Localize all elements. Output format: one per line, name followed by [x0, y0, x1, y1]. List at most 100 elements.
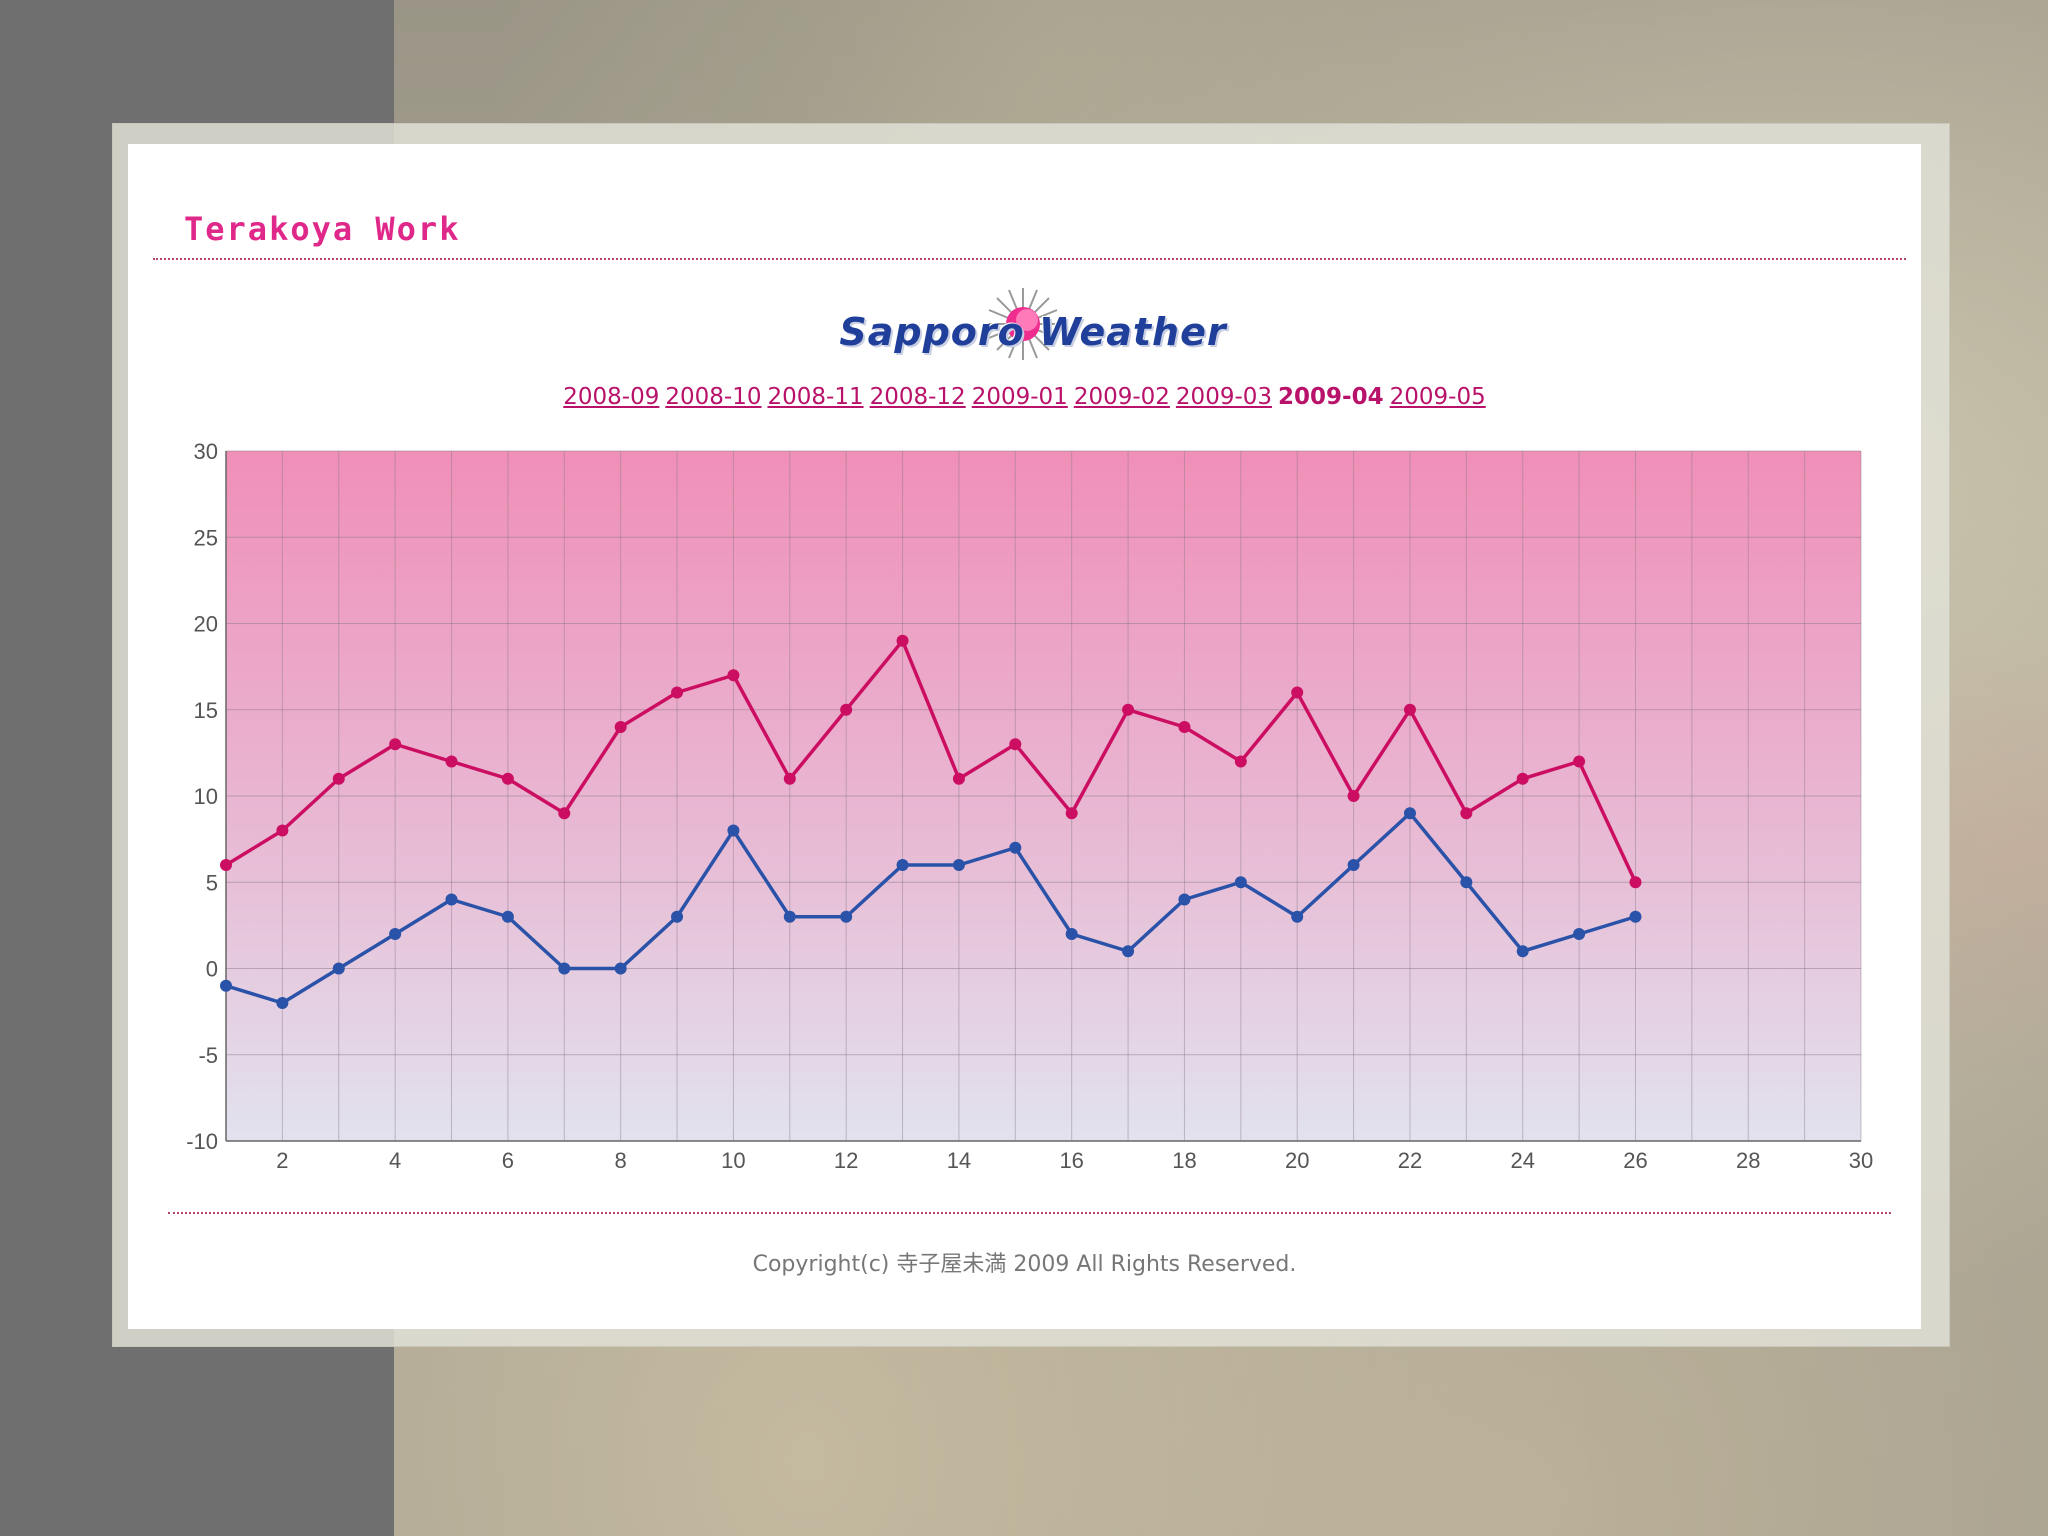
low-temperature-point — [558, 962, 571, 975]
high-temperature-point — [727, 669, 740, 682]
low-temperature-line — [225, 811, 1636, 1005]
low-temperature-point — [896, 859, 909, 871]
x-tick-label: 26 — [1623, 1148, 1647, 1173]
low-temperature-point — [332, 962, 345, 975]
high-temperature-point — [1122, 703, 1135, 716]
y-tick-label: -5 — [198, 1043, 218, 1068]
month-link-2009-02[interactable]: 2009-02 — [1073, 384, 1170, 410]
low-temperature-point — [501, 910, 514, 923]
y-tick-label: -10 — [186, 1129, 218, 1154]
x-tick-label: 24 — [1510, 1148, 1534, 1173]
month-link-2009-03[interactable]: 2009-03 — [1175, 384, 1273, 410]
month-link-2009-01[interactable]: 2009-01 — [971, 384, 1068, 410]
high-temperature-point — [276, 824, 289, 837]
high-temperature-point — [332, 772, 345, 785]
high-temperature-point — [896, 634, 909, 647]
site-title[interactable]: Terakoya Work — [184, 210, 461, 248]
sun-burst-icon — [987, 288, 1059, 360]
high-temperature-point — [671, 686, 684, 699]
x-tick-label: 14 — [947, 1148, 971, 1173]
low-temperature-point — [1629, 910, 1642, 923]
month-link-2009-04[interactable]: 2009-04 — [1278, 384, 1384, 410]
low-temperature-point — [1122, 945, 1135, 958]
low-temperature-point — [727, 824, 740, 837]
logo-text: Sapporo Weather — [839, 310, 1227, 354]
x-tick-label: 2 — [276, 1148, 288, 1173]
high-temperature-point — [1291, 686, 1304, 699]
high-temperature-point — [389, 738, 402, 751]
high-temperature-point — [1573, 755, 1586, 768]
series-layer — [220, 634, 1642, 1009]
low-temperature-point — [220, 979, 232, 992]
high-temperature-point — [614, 721, 627, 733]
low-temperature-point — [1460, 876, 1473, 889]
month-link-2009-05[interactable]: 2009-05 — [1389, 384, 1486, 410]
y-tick-label: 0 — [206, 957, 218, 982]
low-temperature-point — [783, 910, 796, 923]
high-temperature-point — [1065, 807, 1078, 820]
low-temperature-point — [1009, 841, 1022, 854]
high-temperature-point — [783, 772, 796, 785]
high-temperature-point — [1347, 790, 1360, 802]
low-temperature-point — [1291, 910, 1304, 923]
x-tick-label: 12 — [834, 1148, 858, 1173]
low-temperature-point — [1516, 945, 1529, 958]
x-tick-label: 22 — [1398, 1148, 1422, 1173]
high-temperature-point — [1403, 703, 1416, 716]
high-temperature-point — [1009, 738, 1022, 751]
x-tick-label: 4 — [389, 1148, 401, 1173]
header-divider — [153, 258, 1906, 260]
high-temperature-point — [840, 703, 853, 716]
sapporo-weather-logo: Sapporo Weather — [833, 284, 1233, 364]
high-temperature-point — [1178, 721, 1191, 733]
low-temperature-point — [840, 910, 853, 923]
high-temperature-point — [1460, 807, 1473, 820]
low-temperature-point — [1065, 928, 1078, 940]
low-temperature-point — [1347, 859, 1360, 871]
month-link-2008-10[interactable]: 2008-10 — [665, 384, 762, 410]
high-temperature-point — [220, 859, 232, 871]
low-temperature-point — [1234, 876, 1247, 889]
x-tick-label: 8 — [615, 1148, 627, 1173]
content-panel: Terakoya Work Sapporo Weather 2008- — [128, 144, 1921, 1329]
copyright-text: Copyright(c) 寺子屋未満 2009 All Rights Reser… — [752, 1252, 1297, 1277]
low-temperature-point — [445, 893, 458, 906]
high-temperature-point — [1516, 772, 1529, 785]
month-navigation: 2008-09 2008-10 2008-11 2008-12 2009-01 2009-… — [128, 384, 1921, 410]
x-tick-label: 20 — [1285, 1148, 1309, 1173]
x-tick-label: 28 — [1736, 1148, 1760, 1173]
grid-lines — [225, 450, 1862, 1142]
y-tick-label: 10 — [194, 784, 218, 809]
y-tick-label: 15 — [194, 698, 218, 723]
x-tick-label: 10 — [721, 1148, 745, 1173]
y-tick-label: 25 — [194, 525, 218, 550]
x-tick-label: 16 — [1059, 1148, 1083, 1173]
low-temperature-point — [1573, 928, 1586, 940]
high-temperature-point — [445, 755, 458, 768]
y-tick-label: 5 — [206, 870, 218, 895]
high-temperature-point — [1234, 755, 1247, 768]
low-temperature-point — [389, 928, 402, 940]
x-tick-label: 6 — [502, 1148, 514, 1173]
low-temperature-point — [952, 859, 965, 871]
high-temperature-line — [225, 639, 1638, 883]
y-tick-label: 20 — [194, 612, 218, 637]
footer-divider — [168, 1212, 1891, 1214]
month-link-2008-09[interactable]: 2008-09 — [563, 384, 660, 410]
high-temperature-point — [501, 772, 514, 785]
x-tick-label: 30 — [1849, 1148, 1873, 1173]
month-link-2008-12[interactable]: 2008-12 — [869, 384, 966, 410]
y-tick-label: 30 — [194, 439, 218, 464]
low-temperature-point — [1403, 807, 1416, 820]
low-temperature-point — [1178, 893, 1191, 906]
high-temperature-point — [952, 772, 965, 785]
x-tick-label: 18 — [1172, 1148, 1196, 1173]
high-temperature-point — [1629, 876, 1642, 889]
high-temperature-point — [558, 807, 571, 820]
low-temperature-point — [671, 910, 684, 923]
month-link-2008-11[interactable]: 2008-11 — [767, 384, 864, 410]
low-temperature-point — [276, 997, 289, 1009]
